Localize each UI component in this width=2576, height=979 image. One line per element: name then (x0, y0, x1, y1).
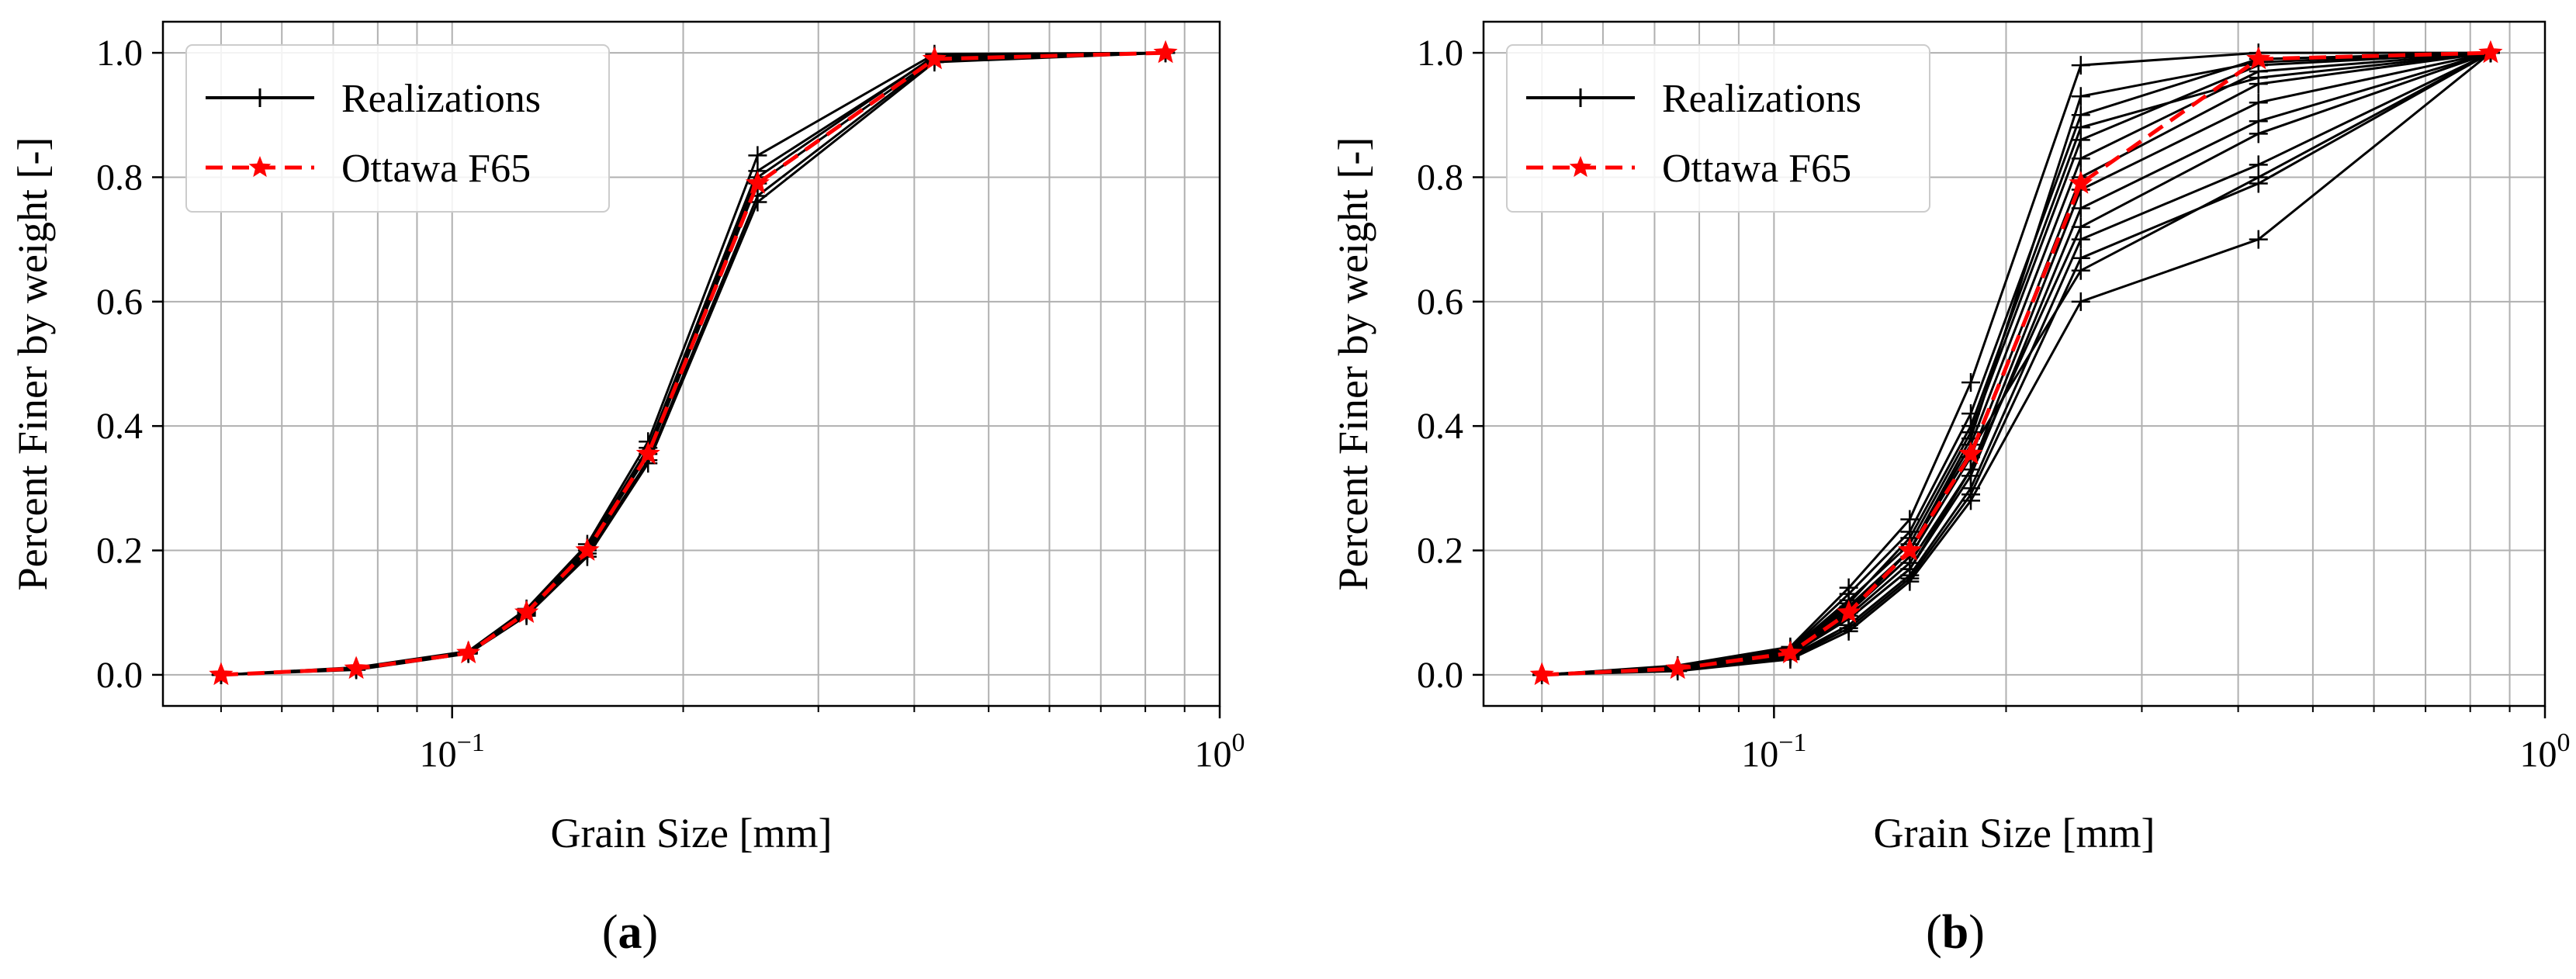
legend-reference-label: Ottawa F65 (341, 147, 531, 191)
y-tick-label: 0.6 (96, 282, 143, 323)
legend-realizations-marker (1571, 88, 1590, 107)
x-tick-label: 10−1 (1741, 728, 1806, 775)
reference-point (209, 662, 234, 686)
axes-frame (1482, 20, 2547, 707)
reference-point (456, 640, 481, 664)
y-tick-label: 0.0 (1417, 655, 1463, 696)
reference-point (745, 171, 770, 194)
reference-point (2069, 171, 2093, 194)
y-tick-label: 0.4 (96, 406, 143, 447)
legend-reference-label: Ottawa F65 (1662, 147, 1851, 191)
y-tick-label: 0.2 (1417, 531, 1463, 572)
legend-reference-marker (248, 156, 272, 178)
legend-box (1506, 44, 1930, 213)
series-group (209, 40, 1178, 686)
y-axis-label: Percent Finer by weight [-] (1330, 137, 1376, 591)
reference-point (922, 46, 947, 70)
realization-point (2249, 93, 2268, 112)
y-axis-label: Percent Finer by weight [-] (9, 137, 56, 591)
x-tick-label: 100 (1195, 728, 1245, 775)
legend-realizations-label: Realizations (1662, 77, 1861, 121)
realization-point (2071, 261, 2090, 280)
realization-point (2249, 124, 2268, 144)
y-tick-label: 0.0 (96, 655, 143, 696)
panel-label: (a) (602, 906, 658, 959)
y-tick-label: 0.6 (1417, 282, 1463, 323)
realization-point (2071, 56, 2090, 75)
x-tick-label: 10−1 (420, 728, 485, 775)
y-tick-label: 1.0 (96, 33, 143, 74)
reference-point (1529, 662, 1554, 686)
panel-a: 0.0 0.2 0.4 0.6 0.8 1.0 10−1 100 Grain Size [mm]… (9, 20, 1245, 959)
reference-point (635, 441, 660, 465)
realization-point (1839, 578, 1858, 597)
x-axis-label: Grain Size [mm] (551, 810, 833, 856)
y-tick-label: 0.2 (96, 531, 143, 572)
legend-realizations-marker (251, 88, 269, 107)
panel-b: 0.0 0.2 0.4 0.6 0.8 1.0 10−1 100 Grain Size [mm]… (1330, 20, 2571, 959)
reference-point (1665, 656, 1690, 680)
realization-point (2071, 217, 2090, 237)
y-tick-label: 1.0 (1417, 33, 1463, 74)
legend-box (185, 44, 610, 213)
realization-point (2249, 168, 2268, 187)
y-tick-label: 0.4 (1417, 406, 1463, 447)
axes-frame (161, 20, 1221, 707)
realization-point (1900, 559, 1920, 579)
reference-point (1153, 40, 1178, 64)
realization-point (748, 146, 767, 165)
realization-point (1961, 460, 1981, 479)
realization-point (1961, 373, 1981, 393)
reference-point (1837, 600, 1861, 624)
reference-point (2478, 40, 2503, 64)
x-tick-label: 100 (2520, 728, 2571, 775)
legend-reference-marker (1569, 156, 1592, 178)
series-group (1529, 40, 2503, 686)
realization-point (2071, 292, 2090, 311)
panel-label: (b) (1926, 906, 1985, 959)
reference-point (575, 538, 600, 561)
reference-point (1778, 640, 1803, 664)
reference-point (1958, 441, 1983, 465)
reference-point (2246, 46, 2271, 70)
realization-point (2249, 68, 2268, 88)
y-tick-label: 0.8 (96, 157, 143, 198)
reference-point (344, 656, 369, 680)
realization-point (2249, 230, 2268, 249)
y-tick-label: 0.8 (1417, 157, 1463, 198)
realization-point (2071, 118, 2090, 137)
legend: Realizations Ottawa F65 (185, 44, 610, 213)
legend: Realizations Ottawa F65 (1506, 44, 1930, 213)
realization-point (1900, 510, 1920, 529)
reference-point (1897, 538, 1922, 561)
legend-realizations-label: Realizations (341, 77, 541, 121)
x-axis-label: Grain Size [mm] (1874, 810, 2155, 856)
realization-point (2071, 87, 2090, 106)
reference-point (514, 600, 539, 624)
